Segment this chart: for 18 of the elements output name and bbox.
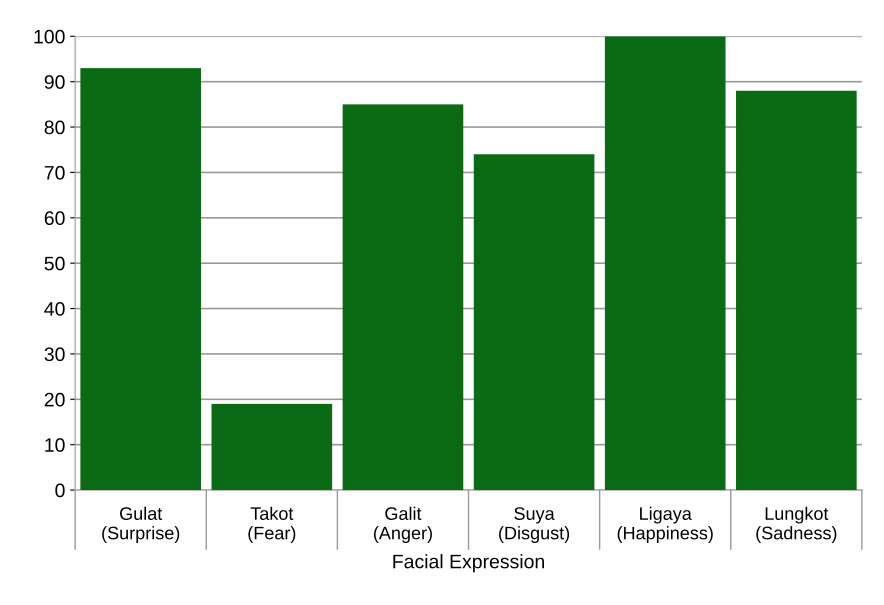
y-tick-label: 50 [44, 256, 65, 270]
y-tick-label: 40 [44, 302, 65, 316]
y-tick-label: 0 [55, 484, 65, 498]
x-tick-label: Gulat (Surprise) [102, 506, 180, 543]
y-tick-label: 20 [44, 392, 65, 407]
x-axis-title: Facial Expression [393, 554, 544, 572]
y-tick-label: 70 [44, 166, 65, 180]
y-tick-label: 10 [45, 438, 65, 452]
y-tick-label: 90 [44, 75, 65, 89]
y-tick-label: 80 [44, 120, 65, 134]
x-tick-label: Ligaya (Happiness) [618, 506, 713, 543]
y-tick-label: 60 [44, 211, 65, 226]
y-tick-label: 30 [44, 347, 65, 362]
y-tick-label: 100 [34, 30, 65, 44]
x-tick-label: Takot (Fear) [248, 506, 296, 543]
x-tick-label: Galit (Anger) [374, 506, 432, 543]
x-tick-label: Lungkot (Sadness) [756, 506, 836, 543]
x-tick-label: Suya (Disgust) [499, 507, 570, 543]
